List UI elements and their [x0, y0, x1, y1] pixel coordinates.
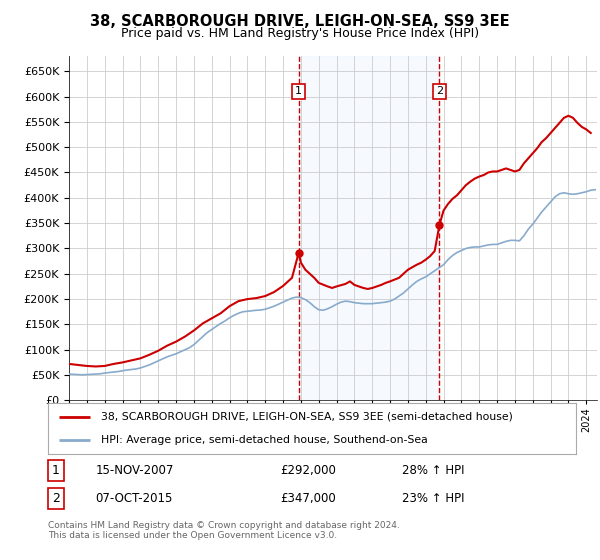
Text: 23% ↑ HPI: 23% ↑ HPI — [402, 492, 464, 505]
Text: Contains HM Land Registry data © Crown copyright and database right 2024.
This d: Contains HM Land Registry data © Crown c… — [48, 521, 400, 540]
Text: 1: 1 — [52, 464, 60, 477]
Text: 38, SCARBOROUGH DRIVE, LEIGH-ON-SEA, SS9 3EE (semi-detached house): 38, SCARBOROUGH DRIVE, LEIGH-ON-SEA, SS9… — [101, 412, 512, 422]
Text: Price paid vs. HM Land Registry's House Price Index (HPI): Price paid vs. HM Land Registry's House … — [121, 27, 479, 40]
Text: 38, SCARBOROUGH DRIVE, LEIGH-ON-SEA, SS9 3EE: 38, SCARBOROUGH DRIVE, LEIGH-ON-SEA, SS9… — [90, 14, 510, 29]
Text: £292,000: £292,000 — [280, 464, 336, 477]
Text: 15-NOV-2007: 15-NOV-2007 — [95, 464, 174, 477]
Text: 28% ↑ HPI: 28% ↑ HPI — [402, 464, 464, 477]
Text: HPI: Average price, semi-detached house, Southend-on-Sea: HPI: Average price, semi-detached house,… — [101, 435, 428, 445]
Text: £347,000: £347,000 — [280, 492, 336, 505]
Text: 07-OCT-2015: 07-OCT-2015 — [95, 492, 173, 505]
Bar — [299, 56, 439, 400]
Text: 2: 2 — [52, 492, 60, 505]
Text: 2: 2 — [436, 86, 443, 96]
Text: 1: 1 — [295, 86, 302, 96]
